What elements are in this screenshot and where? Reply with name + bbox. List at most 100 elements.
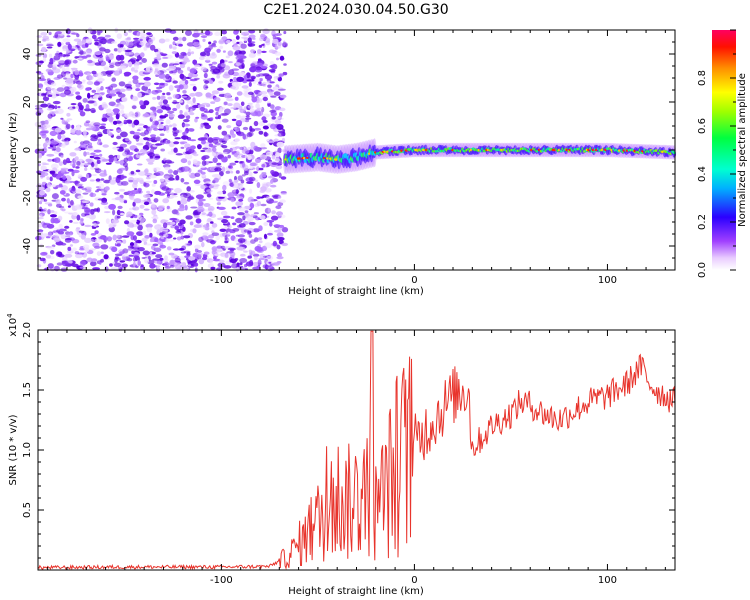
heatmap-noise-cell	[42, 35, 50, 40]
heatmap-noise-cell	[38, 186, 45, 191]
heatmap-noise-cell	[172, 107, 178, 112]
heatmap-noise-cell	[177, 114, 185, 119]
heatmap-noise-cell	[150, 115, 157, 120]
heatmap-noise-cell	[256, 107, 263, 110]
heatmap-noise-cell	[135, 82, 141, 88]
heatmap-noise-cell	[200, 165, 206, 169]
heatmap-x-axis-label: Height of straight line (km)	[288, 286, 424, 297]
heatmap-noise-cell	[247, 155, 252, 161]
heatmap-noise-cell	[50, 217, 55, 224]
heatmap-noise-cell	[57, 231, 65, 235]
heatmap-noise-cell	[51, 193, 59, 200]
heatmap-noise-cell	[253, 212, 259, 215]
heatmap-noise-cell	[236, 62, 241, 66]
heatmap-noise-cell	[70, 128, 77, 134]
heatmap-noise-cell	[102, 144, 109, 148]
heatmap-noise-cell	[153, 82, 160, 86]
heatmap-noise-cell	[47, 63, 54, 69]
heatmap-noise-cell	[45, 254, 52, 259]
heatmap-noise-cell	[145, 66, 151, 72]
heatmap-noise-cell	[221, 219, 229, 224]
heatmap-noise-cell	[135, 88, 141, 92]
heatmap-noise-cell	[235, 217, 243, 224]
heatmap-noise-cell	[79, 260, 86, 267]
heatmap-noise-cell	[90, 152, 96, 155]
heatmap-noise-cell	[179, 73, 185, 80]
heatmap-noise-cell	[136, 231, 144, 237]
heatmap-noise-cell	[74, 74, 80, 80]
heatmap-noise-cell	[157, 208, 163, 211]
heatmap-noise-cell	[46, 176, 50, 180]
heatmap-noise-cell	[220, 144, 224, 148]
heatmap-noise-cell	[119, 88, 126, 93]
heatmap-noise-cell	[163, 262, 170, 267]
heatmap-noise-cell	[140, 264, 144, 268]
heatmap-noise-cell	[120, 212, 125, 216]
heatmap-noise-cell	[209, 117, 214, 121]
heatmap-noise-cell	[101, 117, 108, 122]
heatmap-noise-cell	[204, 80, 210, 84]
heatmap-noise-cell	[127, 121, 133, 124]
heatmap-noise-cell	[238, 198, 244, 202]
heatmap-noise-cell	[228, 178, 232, 183]
heatmap-noise-cell	[217, 114, 221, 120]
heatmap-noise-cell	[85, 158, 92, 163]
heatmap-noise-cell	[202, 224, 210, 228]
heatmap-noise-cell	[143, 194, 151, 199]
heatmap-noise-cell	[85, 87, 91, 91]
snr-plot-area	[38, 330, 675, 570]
heatmap-noise-cell	[209, 197, 214, 200]
heatmap-noise-cell	[152, 109, 157, 114]
heatmap-noise-cell	[96, 72, 104, 79]
heatmap-noise-cell	[275, 152, 281, 158]
heatmap-noise-cell	[270, 184, 277, 188]
heatmap-noise-cell	[262, 28, 270, 35]
heatmap-noise-cell	[272, 33, 279, 37]
heatmap-noise-cell	[236, 242, 244, 246]
heatmap-noise-cell	[81, 200, 90, 204]
heatmap-noise-cell	[180, 251, 187, 254]
heatmap-noise-cell	[181, 262, 187, 267]
heatmap-noise-cell	[215, 165, 222, 168]
heatmap-noise-cell	[253, 261, 259, 267]
heatmap-noise-cell	[212, 138, 219, 144]
heatmap-noise-cell	[115, 120, 122, 124]
heatmap-noise-cell	[78, 230, 85, 233]
heatmap-noise-cell	[176, 236, 182, 241]
heatmap-noise-cell	[100, 258, 104, 263]
heatmap-noise-cell	[150, 106, 157, 111]
heatmap-noise-cell	[222, 253, 231, 259]
heatmap-noise-cell	[144, 257, 150, 264]
heatmap-noise-cell	[153, 260, 162, 264]
heatmap-noise-cell	[213, 40, 217, 44]
heatmap-noise-cell	[234, 138, 240, 142]
heatmap-noise-cell	[90, 233, 97, 236]
heatmap-noise-cell	[154, 224, 162, 230]
heatmap-noise-cell	[168, 113, 176, 118]
heatmap-noise-cell	[134, 188, 138, 190]
heatmap-noise-cell	[100, 178, 105, 181]
heatmap-noise-cell	[277, 88, 286, 91]
heatmap-noise-cell	[185, 30, 192, 36]
heatmap-noise-cell	[253, 78, 261, 83]
heatmap-noise-cell	[67, 43, 72, 50]
heatmap-noise-cell	[48, 53, 53, 58]
heatmap-noise-cell	[200, 149, 206, 153]
heatmap-noise-cell	[90, 166, 95, 170]
heatmap-noise-cell	[137, 224, 143, 231]
heatmap-noise-cell	[120, 174, 125, 180]
heatmap-noise-cell	[64, 59, 72, 65]
heatmap-noise-cell	[221, 130, 228, 136]
heatmap-noise-cell	[236, 41, 240, 45]
heatmap-noise-cell	[114, 197, 122, 201]
heatmap-noise-cell	[178, 43, 183, 47]
heatmap-noise-cell	[241, 63, 245, 69]
heatmap-noise-cell	[150, 204, 156, 208]
heatmap-noise-cell	[257, 58, 262, 62]
heatmap-noise-cell	[57, 215, 63, 221]
heatmap-noise-cell	[230, 141, 238, 146]
heatmap-noise-cell	[97, 78, 105, 82]
heatmap-noise-cell	[249, 66, 257, 73]
heatmap-noise-cell	[119, 251, 125, 255]
